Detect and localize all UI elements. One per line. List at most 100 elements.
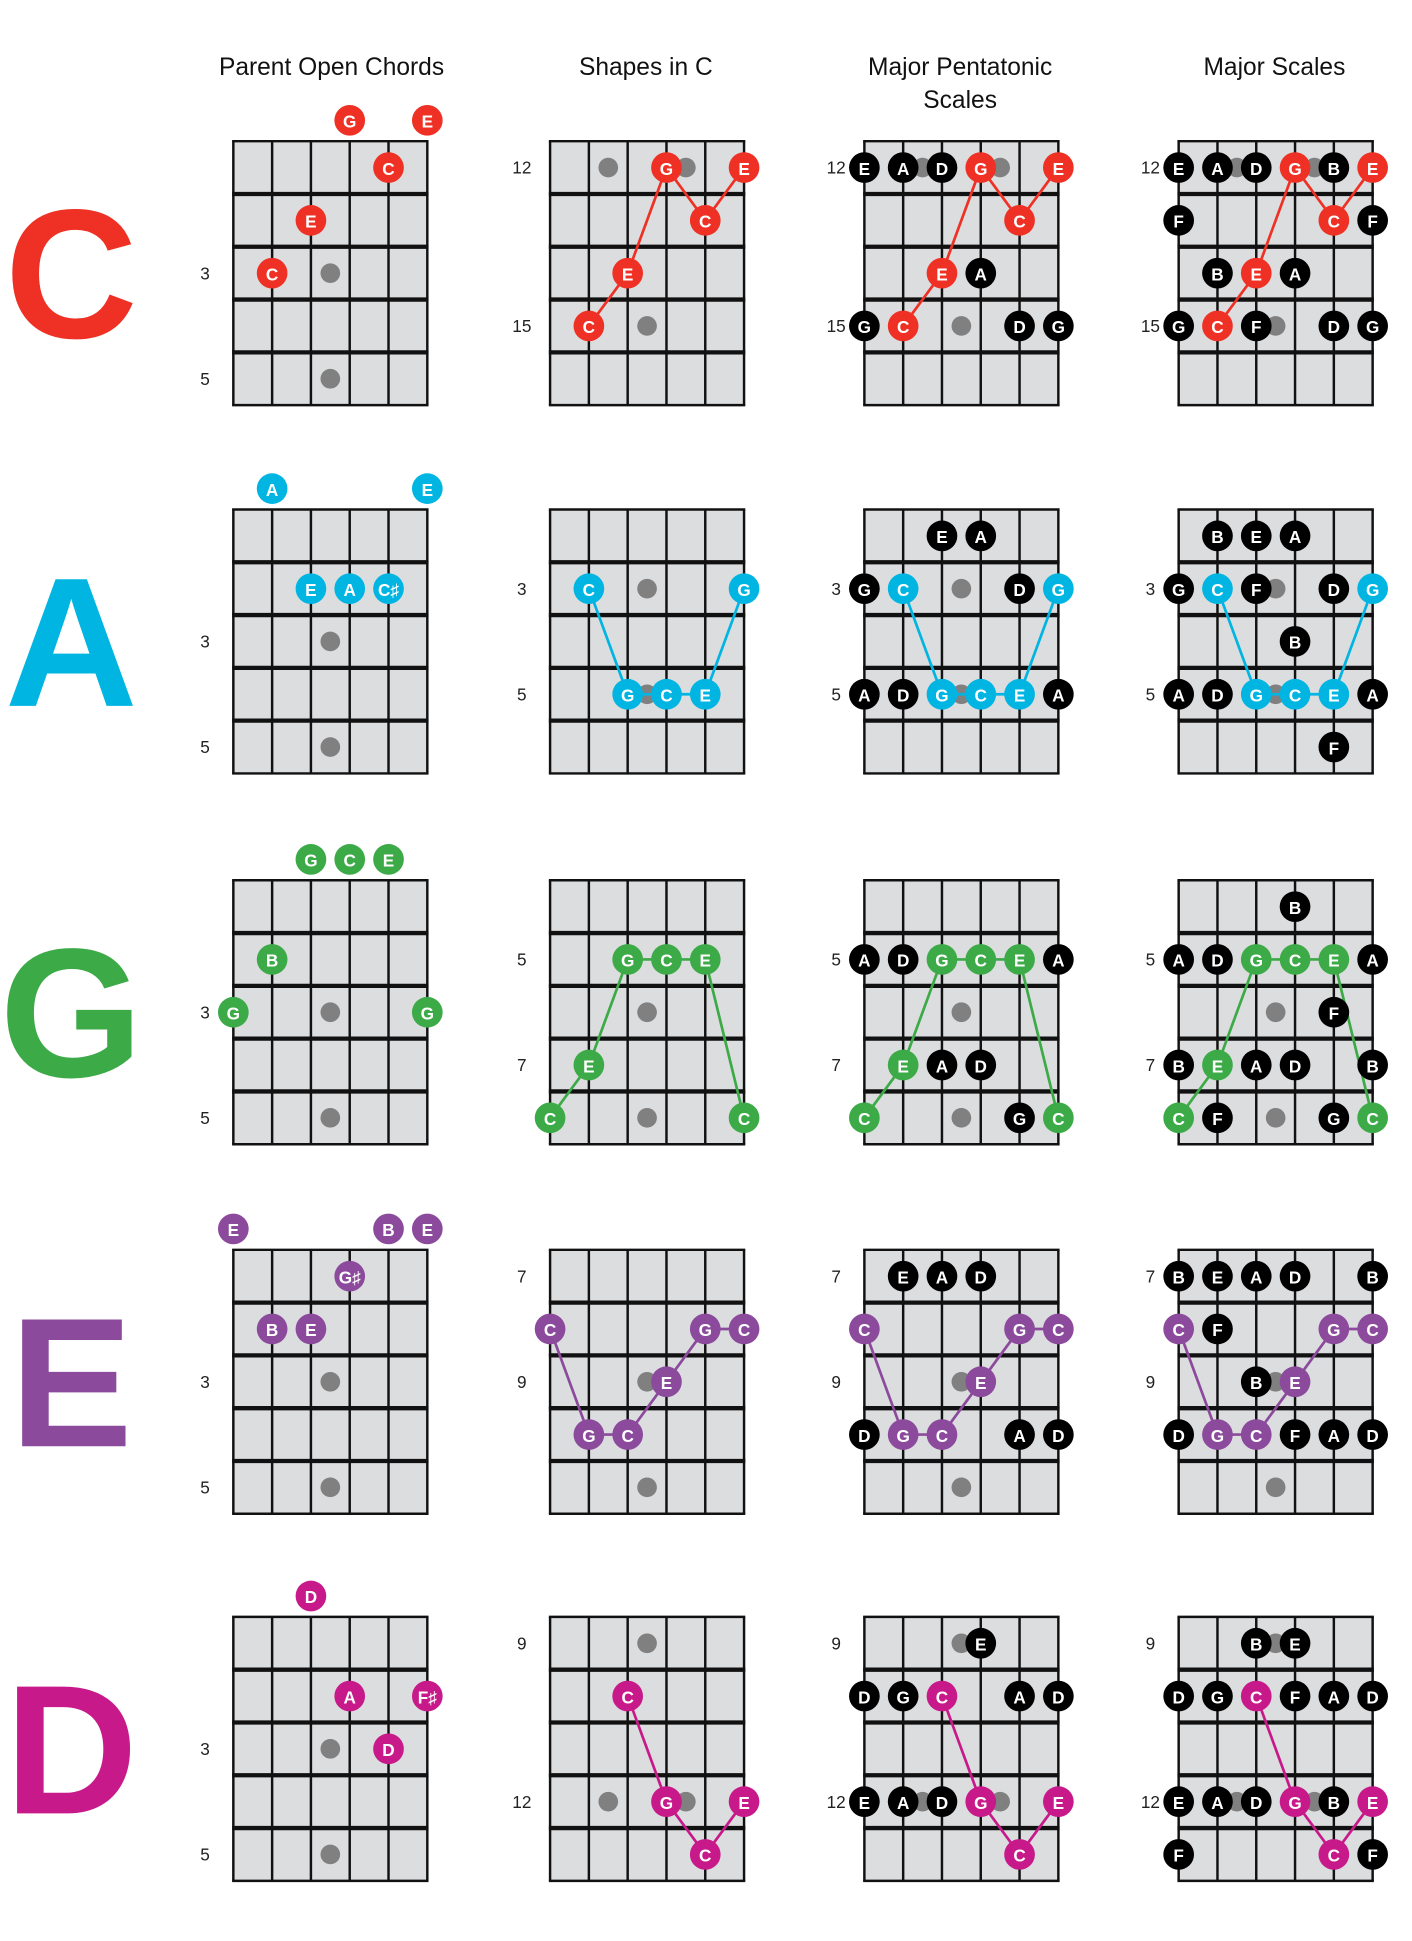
fretboard: 3 5 E A G D A D A C G G C E	[831, 508, 1074, 775]
note-label: E	[1212, 1267, 1223, 1287]
scale-note: E	[1163, 152, 1195, 183]
note-label: C	[897, 580, 909, 600]
fretboard: 3 5 B E A G F D B A D A F C G G C E	[1146, 508, 1388, 775]
note-circle	[926, 520, 958, 552]
scale-note: D	[1279, 1049, 1311, 1081]
fret-number-label: 12	[827, 1792, 846, 1812]
chord-tone-note: G	[1357, 573, 1388, 605]
position-marker-dot	[1265, 1002, 1286, 1023]
position-marker-dot	[1265, 1477, 1286, 1498]
note-circle	[573, 1049, 605, 1081]
scale-note: A	[926, 1049, 958, 1081]
note-label: G	[304, 851, 317, 871]
scale-note: D	[1043, 1419, 1074, 1450]
note-label: B	[1250, 1373, 1262, 1393]
note-label: E	[700, 685, 711, 705]
scale-note: E	[849, 152, 880, 183]
note-label: E	[1053, 1793, 1064, 1813]
note-circle	[411, 104, 443, 136]
note-circle	[1318, 1839, 1350, 1870]
note-label: A	[1250, 1267, 1262, 1287]
note-label: B	[1366, 1267, 1378, 1287]
scale-note: G	[1318, 1102, 1350, 1134]
scale-note: F	[1163, 205, 1195, 236]
chord-tone-note: E	[217, 1213, 249, 1245]
note-label: E	[936, 527, 947, 547]
note-circle	[1202, 1786, 1233, 1818]
fret-number-label: 9	[1146, 1633, 1156, 1653]
chord-tone-note: C	[689, 1839, 721, 1870]
note-label: B	[382, 1220, 394, 1240]
row-D: D 3 5 D A F♯ D 9 12 C G E C 9 12 E D G A D E A D C G E C 9 12 B E D G F A D…	[5, 1580, 1388, 1883]
chord-tone-note: E	[411, 104, 443, 136]
chord-tone-note: E	[1004, 944, 1035, 975]
note-label: E	[936, 264, 947, 284]
scale-note: A	[1279, 520, 1311, 552]
chord-tone-note: G	[217, 996, 249, 1028]
note-label: C	[897, 317, 909, 337]
position-marker-dot	[951, 578, 972, 599]
note-label: D	[1211, 951, 1223, 971]
fret-number-label: 5	[517, 950, 527, 970]
chord-tone-note: C	[1202, 573, 1233, 605]
note-label: D	[897, 951, 909, 971]
chord-tone-note: C	[887, 573, 919, 605]
scale-note: A	[926, 1260, 958, 1292]
chord-tone-note: C	[373, 152, 404, 183]
scale-note: E	[965, 1627, 997, 1659]
note-circle	[334, 844, 366, 875]
chord-tone-note: E	[295, 205, 327, 236]
note-label: B	[1172, 1056, 1184, 1076]
note-circle	[256, 944, 288, 975]
note-label: G	[935, 951, 948, 971]
scale-note: A	[1240, 1260, 1272, 1292]
note-label: E	[228, 1220, 239, 1240]
scale-note: E	[926, 520, 958, 552]
chord-tone-note: E	[295, 1313, 327, 1345]
fret-number-label: 5	[831, 684, 841, 704]
scale-note: G	[849, 310, 880, 342]
scale-note: F	[1202, 1313, 1233, 1345]
fret-number-label: 5	[1146, 684, 1156, 704]
scale-note: D	[1004, 310, 1035, 342]
chord-tone-note: E	[1357, 1786, 1388, 1818]
note-circle	[1163, 1049, 1195, 1081]
fretboard: 3 5 G C E B G G	[200, 844, 443, 1146]
note-circle	[1202, 1680, 1233, 1712]
scale-note: B	[1279, 626, 1311, 657]
note-label: A	[1211, 159, 1223, 179]
note-label: F	[1212, 1320, 1223, 1340]
chord-tone-note: C	[1163, 1313, 1195, 1345]
chord-tone-note: C	[1004, 205, 1035, 236]
note-circle	[965, 678, 997, 710]
note-label: G	[227, 1003, 240, 1023]
note-label: A	[344, 580, 356, 600]
note-label: A	[858, 685, 870, 705]
fret-number-label: 15	[512, 316, 531, 336]
note-circle	[1004, 1419, 1035, 1450]
chord-tone-note: B	[256, 944, 288, 975]
note-circle	[373, 573, 404, 605]
scale-note: E	[1202, 1260, 1233, 1292]
note-label: F	[1367, 212, 1377, 232]
note-circle	[689, 1313, 721, 1345]
chord-tone-note: C	[651, 678, 682, 710]
chord-tone-note: C	[1279, 678, 1311, 710]
chord-tone-note: C	[651, 944, 682, 975]
chord-tone-note: G	[651, 1786, 682, 1818]
note-label: A	[897, 1793, 909, 1813]
note-circle	[887, 152, 919, 183]
scale-note: A	[849, 678, 880, 710]
note-label: B	[1250, 1635, 1262, 1655]
chord-tone-note: E	[965, 1366, 997, 1398]
scale-note: A	[965, 257, 997, 289]
note-circle	[1279, 891, 1311, 923]
note-label: G♯	[339, 1267, 361, 1287]
note-label: F	[1251, 317, 1261, 337]
note-circle	[887, 1786, 919, 1818]
note-circle	[1279, 1366, 1311, 1398]
scale-note: D	[1279, 1260, 1311, 1292]
note-circle	[1163, 1680, 1195, 1712]
